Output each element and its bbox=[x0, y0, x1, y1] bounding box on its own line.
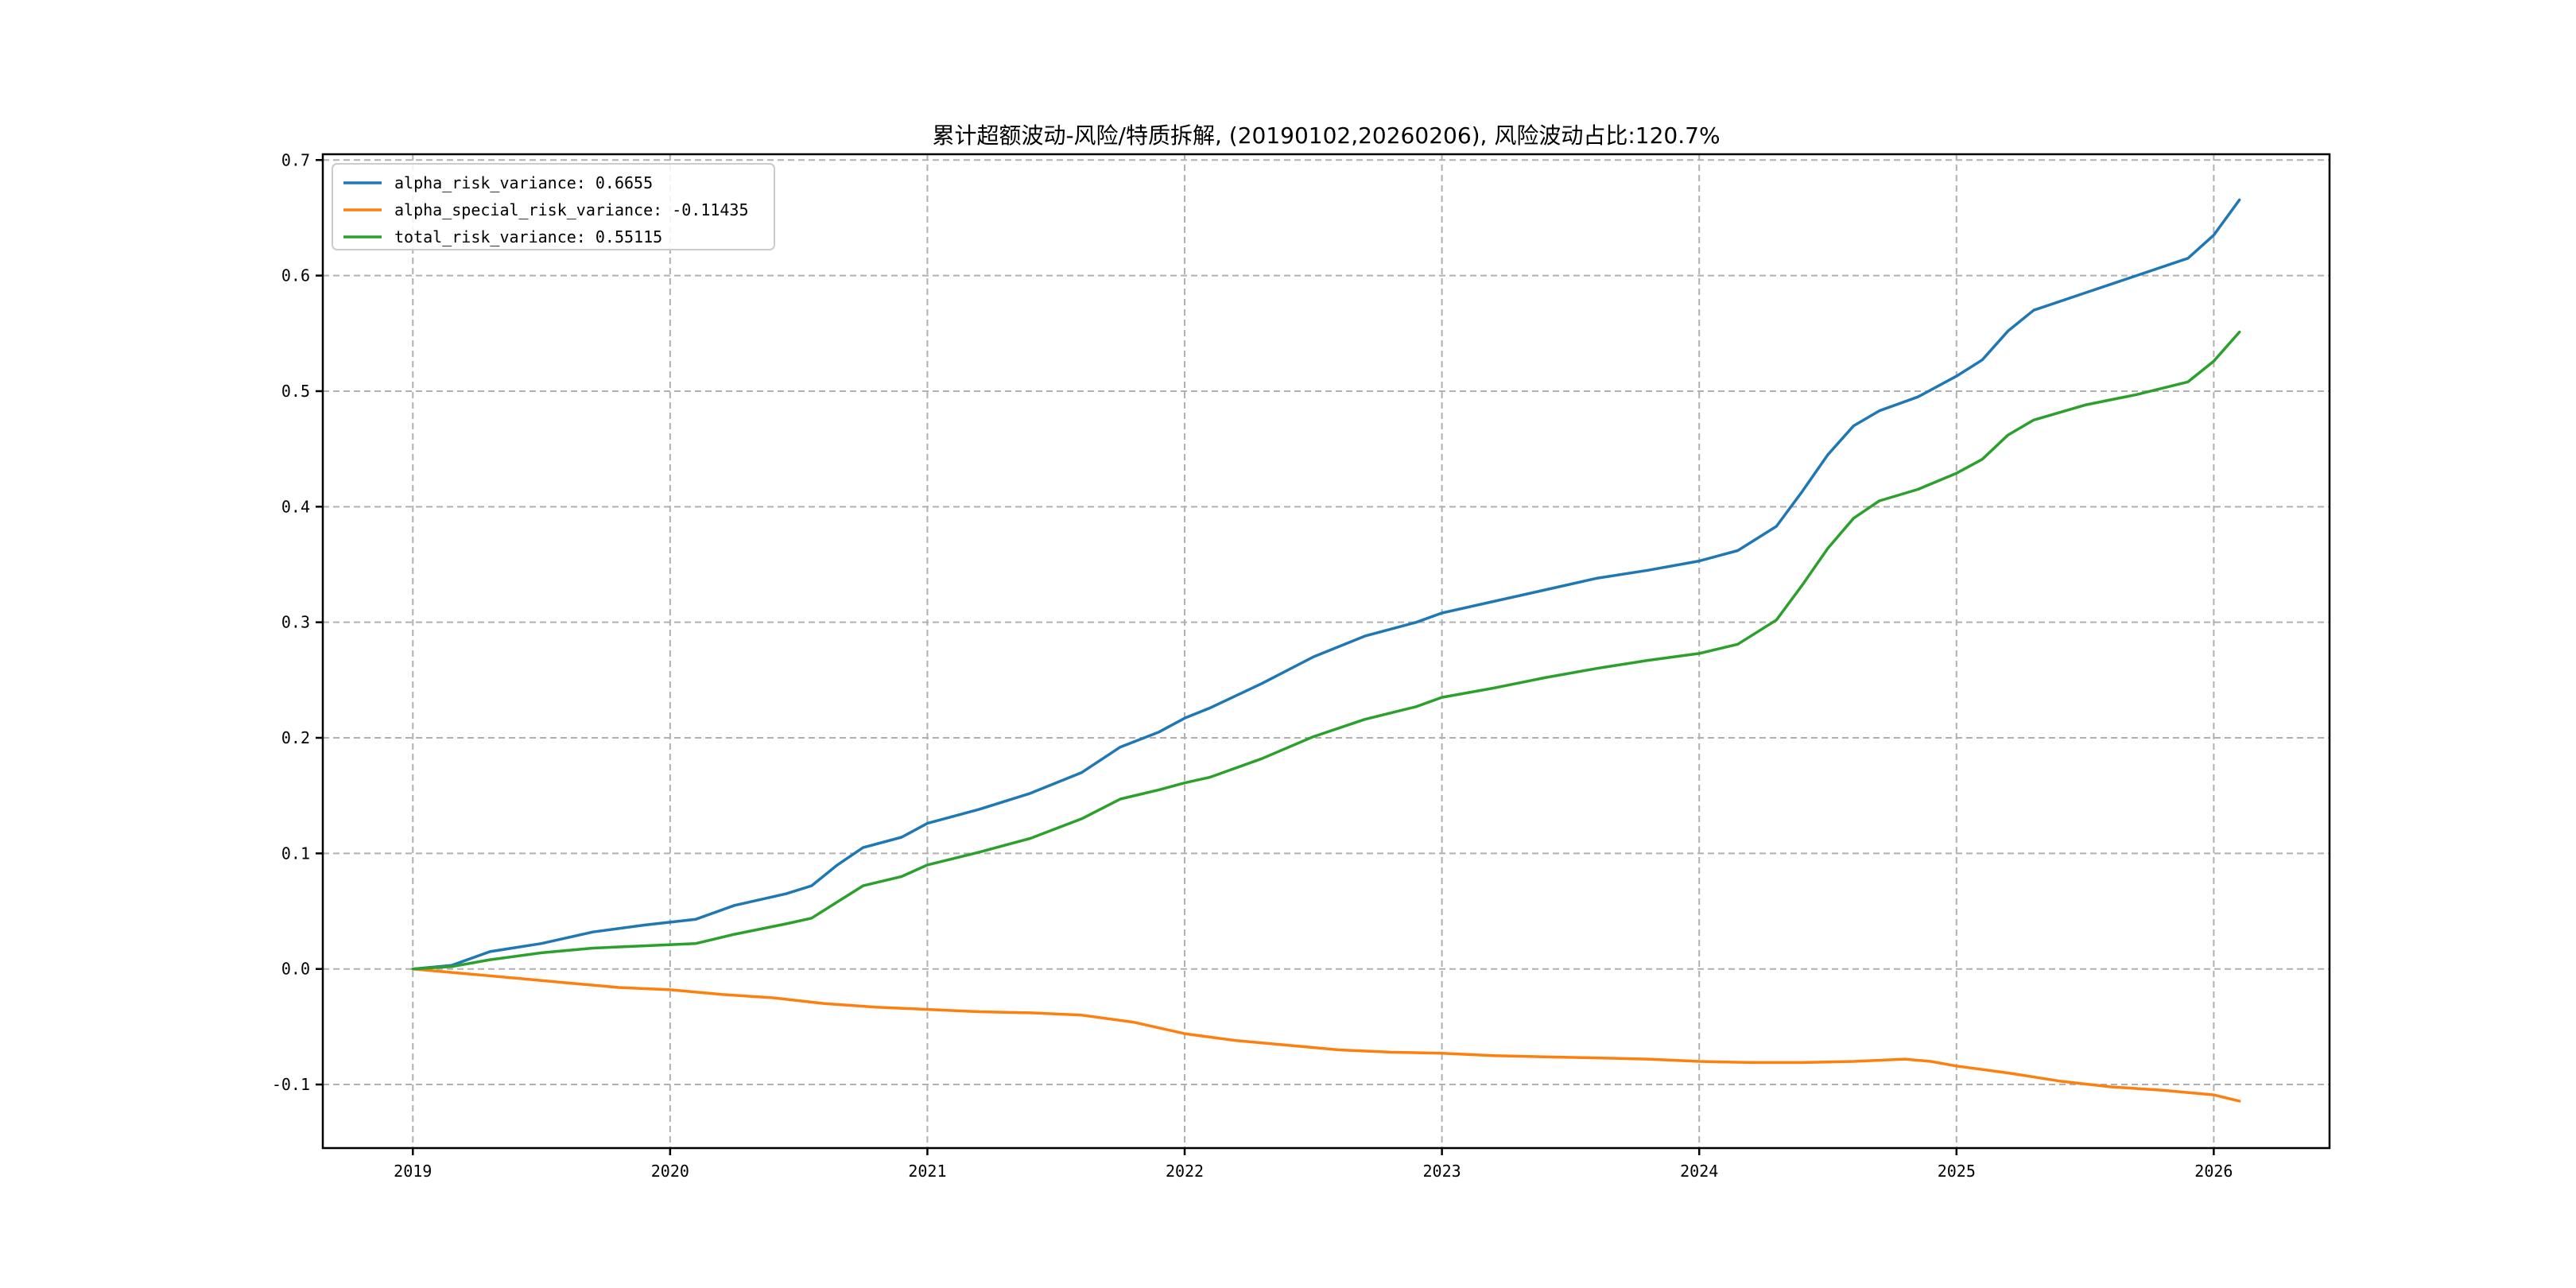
y-tick-label: 0.0 bbox=[281, 960, 310, 979]
legend: alpha_risk_variance: 0.6655 alpha_special… bbox=[332, 163, 775, 250]
x-tick-label: 2023 bbox=[1423, 1162, 1461, 1181]
y-tick-label: 0.4 bbox=[281, 497, 310, 516]
grid bbox=[323, 154, 2330, 1148]
legend-box bbox=[332, 163, 775, 250]
x-tick-label: 2025 bbox=[1938, 1162, 1976, 1181]
y-tick-label: -0.1 bbox=[272, 1075, 310, 1094]
x-tick-label: 2024 bbox=[1680, 1162, 1718, 1181]
legend-label-2: total_risk_variance: 0.55115 bbox=[394, 227, 662, 246]
x-tick-label: 2021 bbox=[908, 1162, 946, 1181]
x-tick-label: 2026 bbox=[2194, 1162, 2233, 1181]
axes-frame bbox=[321, 153, 2331, 1150]
x-tick-label: 2022 bbox=[1166, 1162, 1204, 1181]
plot-series bbox=[411, 198, 2241, 1103]
y-tick-label: 0.7 bbox=[281, 150, 310, 169]
series-line-0 bbox=[411, 198, 2241, 971]
series-line-2 bbox=[411, 330, 2241, 971]
y-tick-label: 0.5 bbox=[281, 382, 310, 401]
y-tick-label: 0.1 bbox=[281, 844, 310, 863]
chart-title: 累计超额波动-风险/特质拆解, (20190102,20260206), 风险波… bbox=[932, 122, 1720, 149]
y-tick-label: 0.2 bbox=[281, 728, 310, 747]
series-line-1 bbox=[411, 967, 2241, 1103]
legend-label-1: alpha_special_risk_variance: -0.11435 bbox=[394, 200, 749, 219]
x-tick-label: 2019 bbox=[394, 1162, 432, 1181]
y-tick-label: 0.3 bbox=[281, 613, 310, 632]
x-tick-label: 2020 bbox=[651, 1162, 689, 1181]
y-tick-label: 0.6 bbox=[281, 266, 310, 285]
axis-ticks: 2019 2020 2021 2022 2023 2024 2025 2026 -0.1 0.0 0… bbox=[272, 150, 2233, 1181]
legend-label-0: alpha_risk_variance: 0.6655 bbox=[394, 173, 653, 192]
